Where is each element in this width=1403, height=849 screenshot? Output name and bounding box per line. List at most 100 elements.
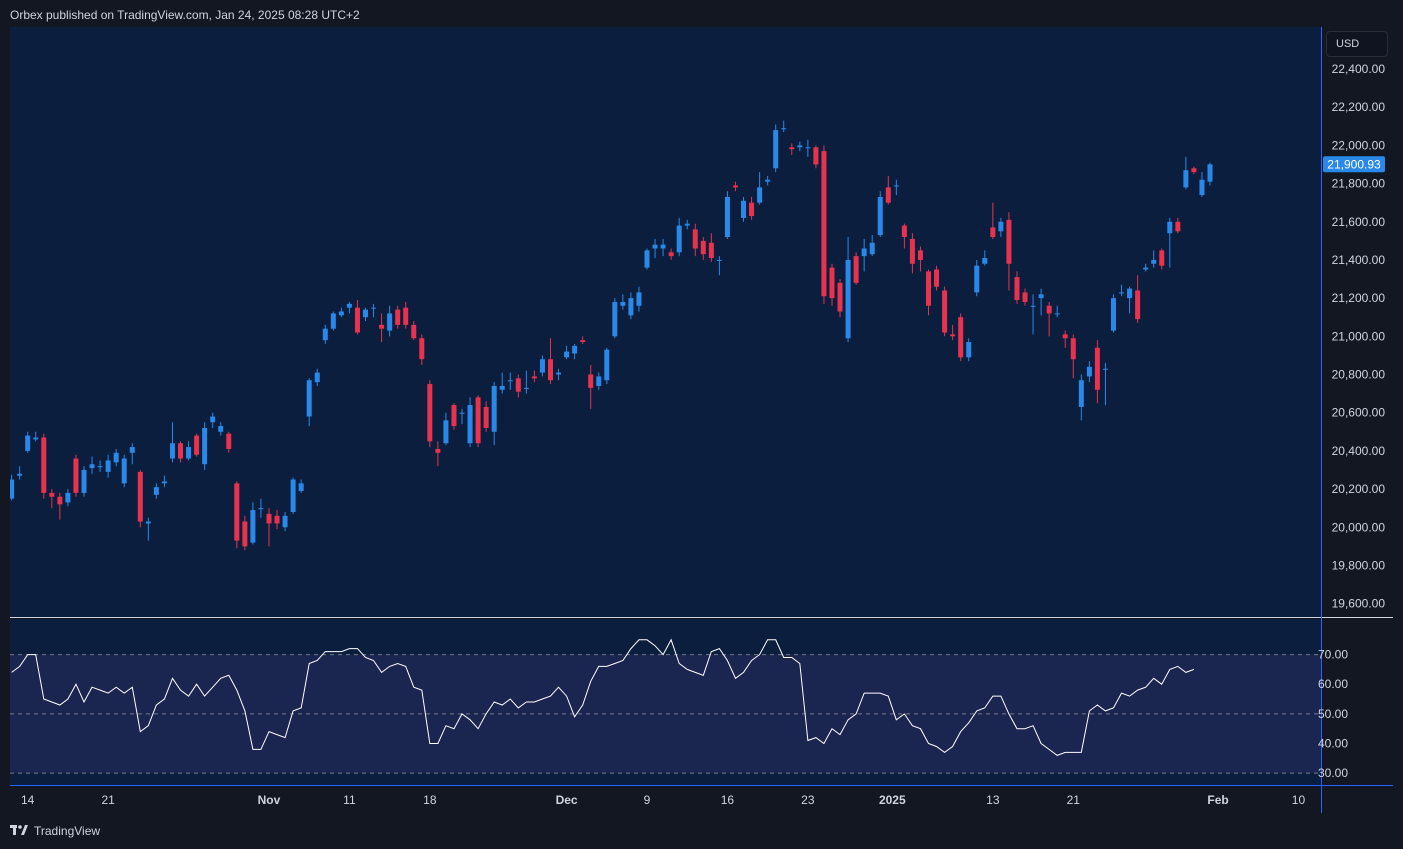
candle[interactable] [298,479,304,493]
candle[interactable] [65,489,71,507]
candle[interactable] [652,238,658,259]
candle[interactable] [612,298,618,339]
candle[interactable] [724,191,730,239]
candle[interactable] [700,237,706,260]
currency-selector[interactable]: USD [1326,31,1388,57]
candle[interactable] [451,403,457,430]
candle[interactable] [153,483,159,499]
candle[interactable] [330,311,336,331]
candle[interactable] [1159,248,1165,270]
candle[interactable] [338,307,344,318]
candle[interactable] [395,305,401,329]
candle[interactable] [145,517,151,541]
candle[interactable] [491,382,497,446]
candle[interactable] [732,181,738,192]
candle[interactable] [234,481,240,549]
candle[interactable] [194,433,200,457]
candle[interactable] [387,305,393,337]
candle[interactable] [1062,330,1068,348]
candle[interactable] [105,454,111,478]
candle[interactable] [604,347,610,385]
candle[interactable] [757,172,763,205]
candle[interactable] [596,372,602,390]
candle[interactable] [10,474,15,501]
candle[interactable] [419,334,425,365]
candle[interactable] [539,355,545,377]
chart-area[interactable]: 22,400.00 22,200.00 22,000.00 21,800.00 21,6… [10,27,1393,813]
candle[interactable] [499,372,505,394]
candle[interactable] [1175,217,1181,234]
candle[interactable] [266,508,272,547]
candle[interactable] [467,397,473,448]
candle[interactable] [121,454,127,488]
candle[interactable] [958,313,964,362]
candle[interactable] [1199,172,1205,197]
candle[interactable] [531,370,537,383]
candle[interactable] [556,368,562,381]
candle[interactable] [950,324,956,341]
candle[interactable] [813,145,819,169]
candle[interactable] [692,223,698,257]
candle[interactable] [274,510,280,530]
candle[interactable] [1086,361,1092,383]
chart-svg[interactable]: 22,400.00 22,200.00 22,000.00 21,800.00 21,6… [10,27,1393,813]
candle[interactable] [322,324,328,344]
candle[interactable] [459,408,465,425]
candle[interactable] [990,202,996,239]
candle[interactable] [25,431,31,453]
candle[interactable] [620,294,626,310]
candle[interactable] [564,345,570,360]
candle[interactable] [354,300,360,335]
candle[interactable] [443,412,449,446]
candle[interactable] [202,422,208,470]
candle[interactable] [73,454,79,497]
tradingview-logo[interactable]: TradingView [10,823,100,839]
candle[interactable] [676,217,682,257]
candle[interactable] [1046,301,1052,337]
candle[interactable] [306,378,312,427]
candle[interactable] [877,191,883,238]
candle[interactable] [1038,288,1044,316]
candle[interactable] [210,412,216,428]
candle[interactable] [113,448,119,467]
candle[interactable] [41,433,47,499]
candle[interactable] [178,441,184,463]
candle[interactable] [507,372,513,390]
candle[interactable] [741,196,747,222]
candle[interactable] [1191,166,1197,175]
candle[interactable] [258,498,264,518]
candle[interactable] [1183,156,1189,190]
candle[interactable] [909,233,915,274]
candle[interactable] [435,441,441,467]
candle[interactable] [226,431,232,453]
candle[interactable] [1110,294,1116,333]
candle[interactable] [1014,271,1020,304]
candle[interactable] [1119,284,1125,297]
candle[interactable] [411,321,417,341]
candle[interactable] [829,263,835,306]
candle[interactable] [250,502,256,545]
candle[interactable] [765,175,771,186]
candle[interactable] [628,292,634,320]
candle[interactable] [926,269,932,316]
candle[interactable] [1070,334,1076,379]
candle[interactable] [1094,340,1100,404]
candle[interactable] [186,441,192,461]
candle[interactable] [97,460,103,472]
candle[interactable] [572,343,578,360]
candle[interactable] [716,256,722,276]
candle[interactable] [427,380,433,448]
candle[interactable] [346,301,352,314]
candle[interactable] [169,422,175,463]
candle[interactable] [998,217,1004,238]
candle[interactable] [314,368,320,386]
candle[interactable] [982,250,988,266]
candle[interactable] [49,489,55,509]
candle[interactable] [290,477,296,514]
candle[interactable] [942,286,948,337]
candle[interactable] [805,139,811,157]
candle[interactable] [644,248,650,270]
candle[interactable] [483,401,489,432]
candle[interactable] [475,395,481,448]
candle[interactable] [885,175,891,205]
